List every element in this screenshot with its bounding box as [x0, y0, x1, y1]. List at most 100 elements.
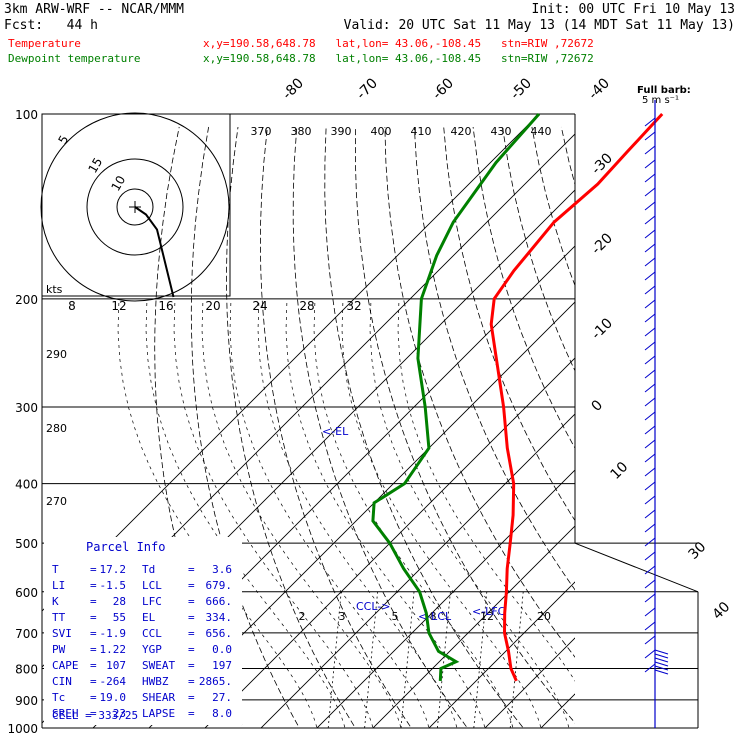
isotherm-line: [540, 693, 575, 728]
isotherm-label: -60: [430, 75, 457, 102]
level-marker: <-LFC: [472, 605, 506, 618]
wind-barbs: [644, 100, 669, 728]
parcel-cell: CELL = 333/25: [52, 709, 139, 722]
moist-adiabat: [201, 298, 402, 728]
temperature-trace: [489, 112, 664, 682]
wind-barb: [644, 649, 656, 659]
theta-label: 440: [531, 125, 552, 138]
moist-adiabat: [341, 298, 542, 728]
wind-barb: [654, 669, 669, 675]
wind-barb: [644, 243, 656, 253]
parcel-equals: =: [90, 659, 97, 672]
wind-barb: [644, 607, 656, 617]
isotherm-line: [584, 86, 740, 740]
isotherm-label: -20: [589, 230, 616, 257]
theta-label: 370: [251, 125, 272, 138]
wind-barb: [644, 663, 656, 673]
pressure-tick-label: 800: [15, 662, 38, 676]
parcel-equals: =: [90, 595, 97, 608]
dry-adiabat: [292, 126, 468, 728]
hodograph-ring-label: 5: [55, 133, 71, 147]
barb-legend-title: Full barb:: [637, 85, 691, 96]
wind-speed-tick: 20: [205, 299, 220, 313]
theta-label: 430: [491, 125, 512, 138]
wind-barb: [644, 327, 656, 337]
pressure-tick-label: 600: [15, 586, 38, 600]
isotherm-label: -10: [589, 315, 616, 342]
isotherm-label: -30: [589, 150, 616, 177]
wind-barb: [644, 551, 656, 561]
wind-barb: [644, 229, 656, 239]
dry-adiabat: [591, 127, 740, 740]
parcel-key: LFC: [142, 595, 162, 608]
pressure-tick-label: 400: [15, 478, 38, 492]
wind-barb: [644, 621, 656, 631]
parcel-key: PW: [52, 643, 66, 656]
wind-barb: [644, 369, 656, 379]
pressure-tick-label: 300: [15, 401, 38, 415]
wind-speed-tick: 28: [299, 299, 314, 313]
right-axis-lower: [574, 542, 699, 593]
moist-adiabat: [313, 298, 514, 728]
model-title: 3km ARW-WRF -- NCAR/MMM: [4, 2, 185, 17]
wind-barb: [644, 565, 656, 575]
hodograph-trace: [134, 206, 175, 298]
wind-barb: [654, 653, 669, 659]
valid-time: Valid: 20 UTC Sat 11 May 13 (14 MDT Sat …: [343, 18, 735, 33]
parcel-key: LAPSE: [142, 707, 176, 720]
hodograph-ring: [116, 188, 154, 226]
forecast-hour: Fcst: 44 h: [4, 18, 98, 33]
dry-adiabat: [226, 126, 356, 728]
parcel-value: 27.: [212, 691, 232, 704]
parcel-equals: =: [90, 643, 97, 656]
wind-speed-tick: 12: [111, 299, 126, 313]
parcel-info-row: LI -1.5 LCL 679. = =: [52, 579, 238, 593]
dry-adiabat: [502, 126, 575, 372]
kts-label: kts: [46, 283, 63, 296]
parcel-equals: =: [90, 579, 97, 592]
wind-barb: [644, 257, 656, 267]
wind-speed-tick: 24: [252, 299, 267, 313]
wind-barb: [644, 271, 656, 281]
moist-adiabat: [173, 298, 374, 728]
parcel-info-row: PW 1.22 YGP 0.0 = =: [52, 643, 238, 657]
parcel-info-row: Tc 19.0 SHEAR 27. = =: [52, 691, 238, 705]
parcel-equals: =: [90, 563, 97, 576]
moist-adiabat: [397, 298, 575, 682]
pressure-tick-label: 100: [15, 108, 38, 122]
moist-adiabat: [369, 298, 570, 728]
theta-label: 380: [291, 125, 312, 138]
parcel-info-row: K 28 LFC 666. = =: [52, 595, 238, 609]
parcel-value: 17.2: [99, 563, 127, 576]
parcel-value: 8.0: [212, 707, 232, 720]
wind-barb: [654, 649, 669, 655]
parcel-value: 334.: [205, 611, 233, 624]
parcel-equals: =: [188, 563, 195, 576]
parcel-key: CAPE: [52, 659, 79, 672]
wind-barb: [654, 665, 669, 671]
parcel-key: LCL: [142, 579, 162, 592]
wind-barb: [644, 355, 656, 365]
wind-barb: [644, 117, 656, 127]
dry-adiabat: [708, 127, 740, 740]
mixing-ratio-label: 12: [480, 610, 494, 623]
parcel-key: YGP: [142, 643, 162, 656]
isotherm-line: [42, 114, 540, 612]
wind-barb: [644, 145, 656, 155]
theta-label: 270: [46, 495, 67, 508]
barb-legend-units: 5 m s⁻¹: [642, 95, 679, 106]
wind-barb: [644, 453, 656, 463]
parcel-value: -264: [99, 675, 127, 688]
wind-barb: [644, 313, 656, 323]
isotherm-label: 30: [686, 539, 710, 563]
wind-barb: [654, 657, 669, 663]
parcel-value: 679.: [205, 579, 233, 592]
isotherm-line: [204, 357, 575, 728]
theta-label: 420: [451, 125, 472, 138]
parcel-info-box: Parcel Info T 17.2 Td 3.6 = = LI -1.5 LCL 679. = = K…: [44, 537, 242, 725]
parcel-equals: =: [90, 627, 97, 640]
wind-barb: [644, 439, 656, 449]
dry-adiabat: [413, 126, 575, 591]
pressure-tick-label: 700: [15, 627, 38, 641]
